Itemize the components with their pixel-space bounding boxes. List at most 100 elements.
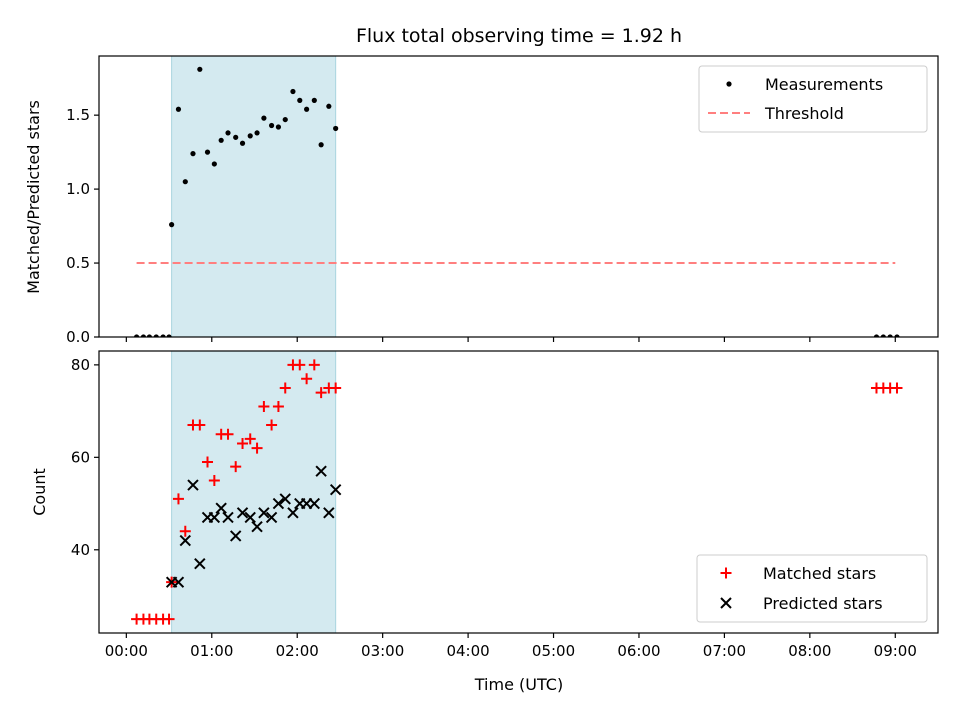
- matched-star-marker: [279, 382, 291, 394]
- predicted-star-marker: [215, 502, 227, 514]
- predicted-star-marker: [172, 576, 185, 588]
- x-tick-label: 04:00: [446, 642, 489, 660]
- top-y-axis-label: Matched/Predicted stars: [24, 100, 43, 294]
- matched-star-marker: [172, 493, 184, 505]
- measurement-point: [873, 334, 880, 337]
- x-tick-label: 06:00: [617, 642, 660, 660]
- x-tick-label: 03:00: [361, 642, 404, 660]
- matched-star-marker: [237, 437, 249, 449]
- x-tick-label: 09:00: [874, 642, 917, 660]
- y-tick-label: 40: [71, 541, 90, 559]
- x-tick-label: 02:00: [276, 642, 319, 660]
- predicted-star-marker: [279, 493, 291, 505]
- measurement-point: [297, 97, 303, 103]
- measurement-point: [880, 334, 886, 337]
- legend-box: [696, 554, 928, 623]
- measurement-point: [153, 334, 159, 337]
- measurement-point: [282, 116, 288, 123]
- measurement-point: [887, 334, 893, 337]
- measurement-point: [190, 151, 196, 157]
- legend-threshold-label: Threshold: [764, 104, 844, 123]
- predicted-star-marker: [194, 557, 206, 570]
- measurement-point: [318, 142, 324, 148]
- predicted-star-marker: [287, 507, 299, 519]
- x-tick-label: 08:00: [788, 642, 831, 660]
- predicted-star-marker: [315, 465, 327, 477]
- matched-star-marker: [266, 419, 278, 431]
- measurement-point: [140, 334, 147, 337]
- chart-title: Flux total observing time = 1.92 h: [356, 25, 682, 47]
- matched-star-marker: [330, 382, 342, 394]
- matched-star-marker: [230, 461, 242, 473]
- matched-star-marker: [202, 456, 214, 468]
- bottom-y-axis-label: Count: [30, 468, 49, 516]
- plot-area: [133, 66, 900, 337]
- predicted-star-marker: [208, 511, 221, 524]
- matched-star-marker: [251, 442, 263, 454]
- measurement-point: [175, 106, 182, 112]
- bottom-legend: Matched stars Predicted stars: [696, 554, 928, 623]
- predicted-star-marker: [272, 497, 285, 510]
- measurement-point: [169, 222, 175, 228]
- measurement-point: [160, 334, 166, 337]
- legend-predicted-label: Predicted stars: [763, 594, 883, 613]
- measurement-point: [133, 334, 140, 337]
- measurement-point: [275, 124, 282, 130]
- matched-star-marker: [315, 387, 327, 399]
- y-tick-label: 1.0: [66, 180, 90, 198]
- predicted-star-marker: [187, 479, 199, 491]
- predicted-star-marker: [329, 483, 342, 496]
- y-tick-label: 60: [71, 448, 90, 466]
- matched-star-marker: [222, 428, 234, 440]
- matched-star-marker: [163, 613, 175, 625]
- y-tick-label: 0.0: [66, 328, 90, 346]
- measurement-point: [225, 130, 231, 136]
- y-tick-label: 80: [71, 356, 90, 374]
- legend-matched-marker: [720, 567, 732, 579]
- measurement-point: [247, 133, 253, 139]
- top-panel: 0.0 0.5 1.0 1.5 Measurements Threshold: [66, 55, 939, 346]
- predicted-star-marker: [251, 520, 263, 533]
- predicted-star-marker: [323, 507, 335, 519]
- measurement-point: [182, 179, 188, 185]
- top-legend: Measurements Threshold: [698, 65, 928, 133]
- measurement-point: [304, 106, 310, 112]
- predicted-star-marker: [179, 534, 191, 547]
- predicted-star-marker: [265, 511, 278, 524]
- y-tick-label: 1.5: [66, 106, 90, 124]
- matched-star-marker: [208, 474, 220, 486]
- measurement-point: [211, 161, 217, 167]
- legend-measurements-label: Measurements: [765, 75, 883, 94]
- matched-star-marker: [258, 400, 270, 412]
- legend-measurement-marker: [726, 81, 732, 87]
- matched-star-marker: [308, 359, 320, 371]
- axes-frame: [98, 55, 939, 338]
- x-axis-label: Time (UTC): [474, 675, 563, 694]
- measurement-point: [239, 140, 246, 146]
- measurement-point: [166, 334, 172, 337]
- x-tick-label: 05:00: [532, 642, 575, 660]
- legend-predicted-marker: [720, 597, 732, 609]
- observing-window-span: [171, 55, 337, 338]
- predicted-star-marker: [258, 507, 270, 519]
- predicted-star-marker: [229, 530, 242, 542]
- measurement-point: [218, 137, 224, 143]
- measurement-point: [326, 103, 332, 109]
- matched-star-marker: [194, 419, 206, 431]
- plot-area: [131, 359, 903, 625]
- measurement-point: [311, 97, 317, 103]
- matched-star-marker: [301, 373, 313, 385]
- measurement-point: [233, 134, 239, 140]
- predicted-star-marker: [236, 507, 249, 519]
- axes-frame: [98, 350, 939, 634]
- y-tick-label: 0.5: [66, 254, 90, 272]
- predicted-star-marker: [308, 497, 321, 510]
- measurement-point: [333, 125, 339, 132]
- legend-box: [698, 65, 928, 133]
- measurement-point: [197, 66, 203, 72]
- measurement-point: [268, 122, 275, 129]
- matched-star-marker: [179, 525, 191, 537]
- matched-star-marker: [891, 382, 903, 394]
- observing-window-span: [171, 350, 337, 634]
